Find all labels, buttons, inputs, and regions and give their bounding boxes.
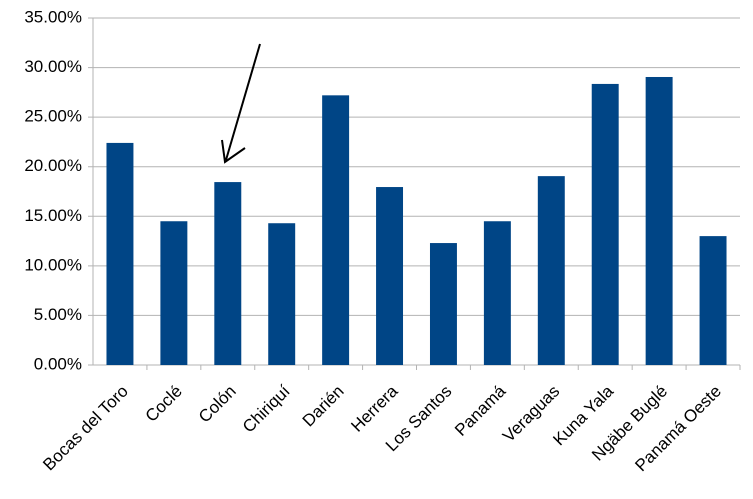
y-tick-label: 10.00% — [24, 255, 82, 274]
x-tick-label: Coclé — [142, 382, 186, 426]
y-tick-label: 35.00% — [24, 7, 82, 26]
x-tick-label: Chiriquí — [239, 381, 294, 436]
annotation-arrowhead — [221, 139, 246, 164]
bar — [106, 142, 134, 365]
bar — [268, 223, 296, 365]
x-tick-label: Colón — [195, 382, 240, 427]
y-tick-label: 0.00% — [34, 354, 82, 373]
bar — [483, 221, 511, 365]
bar — [645, 76, 673, 366]
bar — [214, 182, 242, 365]
x-tick-label: Bocas del Toro — [39, 382, 132, 475]
bar — [429, 243, 457, 365]
annotation-arrow — [225, 43, 261, 161]
x-tick-label: Herrera — [347, 381, 402, 436]
bar — [591, 83, 619, 366]
bar — [699, 236, 727, 365]
y-tick-label: 20.00% — [24, 156, 82, 175]
y-tick-label: 25.00% — [24, 107, 82, 126]
x-tick-label: Darién — [299, 382, 348, 431]
bar — [537, 176, 565, 365]
y-tick-label: 15.00% — [24, 206, 82, 225]
y-tick-label: 30.00% — [24, 57, 82, 76]
bar — [322, 95, 350, 366]
bar — [160, 221, 188, 365]
y-tick-label: 5.00% — [34, 305, 82, 324]
bar — [376, 187, 404, 365]
